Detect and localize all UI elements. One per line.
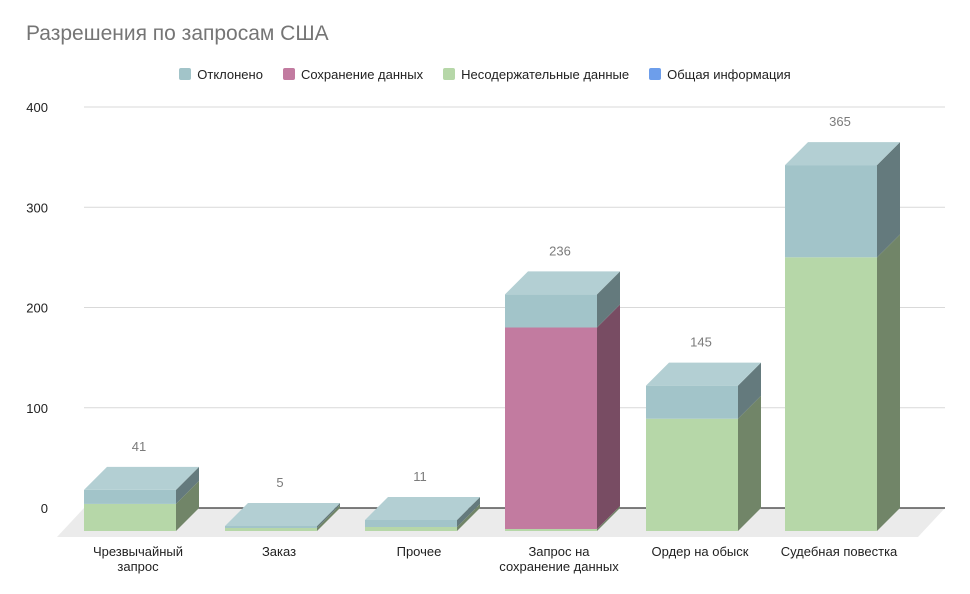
bar-side [738, 395, 761, 531]
bar-segment [646, 385, 738, 419]
total-label: 365 [829, 114, 851, 129]
bar-segment [365, 526, 457, 531]
bar-side [877, 234, 900, 531]
chart-title: Разрешения по запросам США [26, 22, 329, 45]
legend: Отклонено Сохранение данных Несодержател… [0, 66, 970, 82]
category-label-line: запрос [117, 559, 159, 574]
bar-side [457, 503, 480, 531]
category-label-line: сохранение данных [499, 559, 619, 574]
bar-segment [84, 503, 176, 531]
y-tick-label: 200 [26, 301, 48, 316]
bar-top [505, 271, 620, 295]
legend-label-non-content-data: Несодержательные данные [461, 66, 630, 82]
total-label: 41 [132, 439, 146, 454]
category-label: Ордер на обыск [652, 544, 749, 559]
legend-swatch-non-content-data [443, 68, 456, 80]
bar-segment [785, 257, 877, 531]
total-label: 236 [549, 243, 571, 258]
legend-swatch-rejected [179, 68, 192, 80]
category-label: Запрос на сохранение данных [499, 544, 619, 574]
category-label-line: Запрос на [528, 544, 590, 559]
legend-swatch-data-preservation [282, 68, 295, 80]
bar-segment [646, 418, 738, 531]
bar-side [317, 504, 340, 531]
category-label-line: Ордер на обыск [652, 544, 749, 559]
bar-side [597, 505, 620, 531]
bar-side [597, 304, 620, 529]
bar-segment [365, 519, 457, 527]
legend-label-data-preservation: Сохранение данных [300, 66, 424, 82]
legend-item-data-preservation[interactable]: Сохранение данных [282, 66, 424, 82]
category-label-line: Прочее [397, 544, 442, 559]
total-label: 5 [276, 475, 283, 490]
bar-segment [505, 327, 597, 529]
bar-segment [84, 489, 176, 504]
bar-segment [505, 294, 597, 328]
bar-side [457, 496, 480, 527]
bar-top [365, 496, 480, 520]
bar-side [317, 502, 340, 528]
bar-top [225, 502, 340, 526]
category-label: Заказ [262, 544, 296, 559]
legend-item-rejected[interactable]: Отклонено [179, 66, 263, 82]
y-tick-label: 0 [41, 501, 48, 516]
y-tick-label: 100 [26, 401, 48, 416]
bar-top [785, 142, 900, 166]
bar-segment [785, 165, 877, 258]
bar-side [176, 480, 199, 531]
total-label: 145 [690, 335, 712, 350]
bar-side [738, 362, 761, 419]
y-tick-label: 300 [26, 200, 48, 215]
total-label: 11 [413, 469, 427, 484]
bar-segment [225, 527, 317, 531]
bar-side [597, 271, 620, 328]
legend-label-general-info: Общая информация [667, 66, 791, 82]
legend-item-general-info[interactable]: Общая информация [649, 66, 791, 82]
bar-segment [225, 525, 317, 528]
category-label: Прочее [397, 544, 442, 559]
category-label: Чрезвычайный запрос [93, 544, 183, 574]
bar-side [877, 142, 900, 258]
legend-label-rejected: Отклонено [197, 66, 263, 82]
bar-top [84, 466, 199, 490]
bar-top [646, 362, 761, 386]
legend-item-non-content-data[interactable]: Несодержательные данные [443, 66, 629, 82]
bar-segment [505, 528, 597, 531]
y-tick-label: 400 [26, 100, 48, 115]
bar-side [176, 466, 199, 504]
category-label-line: Заказ [262, 544, 296, 559]
legend-swatch-general-info [649, 68, 662, 80]
category-label-line: Судебная повестка [781, 544, 898, 559]
category-label-line: Чрезвычайный [93, 544, 183, 559]
category-label: Судебная повестка [781, 544, 898, 559]
